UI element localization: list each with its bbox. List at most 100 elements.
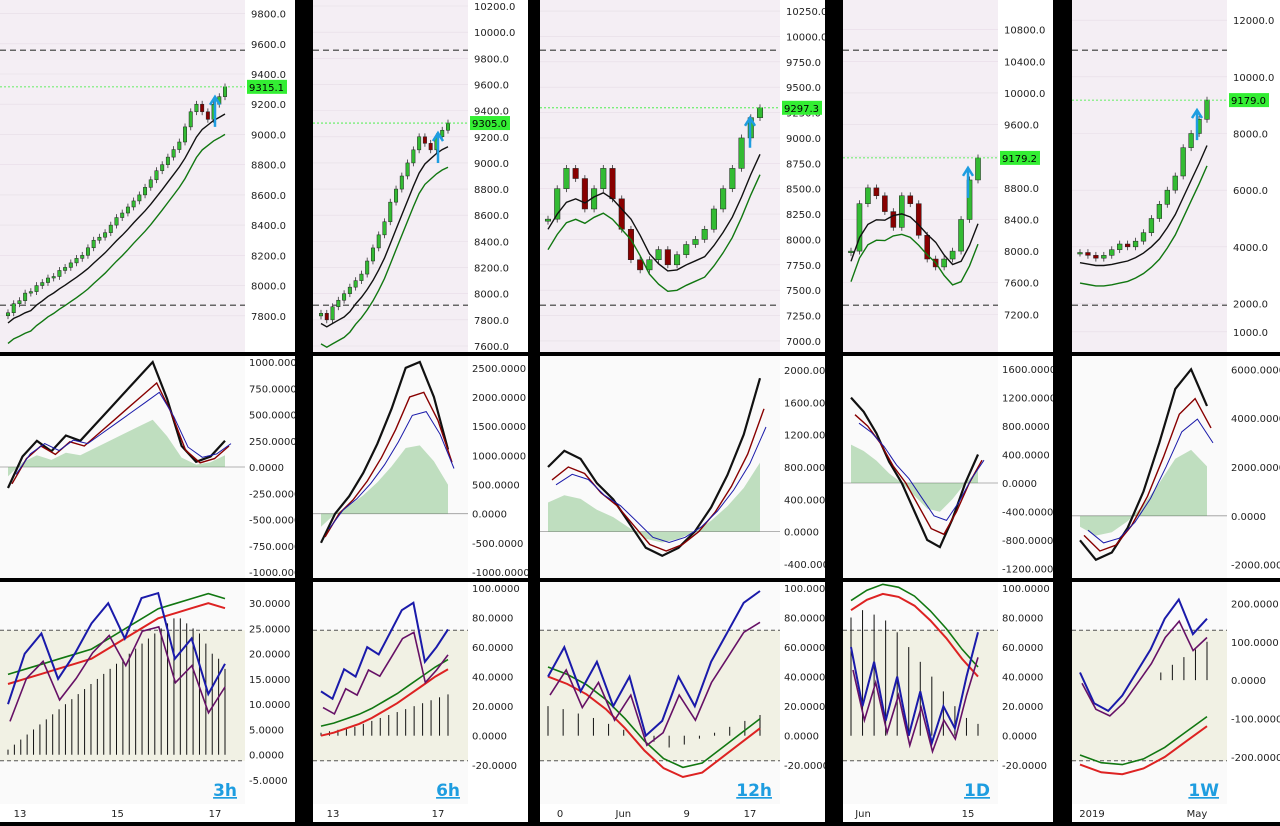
rsi-tick-label: -20.0000 [472, 761, 517, 772]
rsi-tick-label: 10.0000 [249, 700, 290, 711]
candle-body [91, 239, 96, 249]
oscillator-tick-label: 800.0000 [1002, 422, 1050, 433]
annotation-arrow-icon [1190, 107, 1204, 141]
price-tick-label: 8200.0 [251, 251, 286, 262]
rsi-tick-label: 15.0000 [249, 675, 290, 686]
oscillator-main-line [1079, 367, 1209, 562]
candle-body [330, 306, 335, 321]
oscillator-tick-label: -250.0000 [249, 489, 295, 500]
rsi-purple-line [1081, 619, 1208, 717]
candle-body [865, 187, 871, 204]
price-tick-label: 1000.0 [1233, 328, 1268, 339]
candle-body [701, 229, 708, 240]
candle-body [6, 312, 10, 317]
rsi-blue-line [850, 632, 979, 747]
candle-body [1148, 218, 1155, 233]
candle-body [97, 236, 102, 241]
rsi-blue-line [320, 601, 449, 701]
rsi-red-line [1079, 725, 1208, 776]
price-tick-label: 9400.0 [474, 107, 509, 118]
oscillator-tick-label: -1000.0000 [472, 568, 528, 579]
current-price-badge [247, 79, 287, 94]
candle-body [1132, 240, 1139, 248]
candle-body [1077, 252, 1083, 255]
rsi-tick-label: -100.0000 [1231, 715, 1280, 726]
oscillator-tick-label: 2500.0000 [472, 364, 526, 375]
candle-body [646, 259, 653, 271]
candle-body [411, 149, 416, 164]
current-price-label: 9297.3 [784, 104, 819, 115]
oscillator-main-line [320, 360, 450, 544]
oscillator-tick-label: 1200.0000 [784, 431, 825, 442]
oscillator-signal-line [11, 381, 230, 485]
price-tick-label: 9000.0 [474, 159, 509, 170]
candle-body [200, 103, 205, 113]
oscillator-tick-label: -750.0000 [249, 542, 295, 553]
rsi-blue-line [7, 591, 226, 705]
x-axis-strip [843, 804, 1053, 822]
candle-body [572, 168, 579, 179]
candle-body [23, 292, 28, 301]
candle-body [1172, 175, 1178, 191]
price-tick-label: 8750.0 [786, 159, 821, 170]
candle-body [554, 188, 561, 220]
candle-body [188, 111, 193, 128]
current-price-badge [470, 116, 510, 131]
candle-body [165, 156, 170, 165]
x-tick-label: 9 [683, 809, 689, 820]
candle-body [194, 103, 199, 113]
pane-separator [0, 578, 295, 582]
candle-body [637, 259, 644, 271]
price-tick-label: 7000.0 [786, 337, 821, 348]
price-tick-label: 9800.0 [474, 54, 509, 65]
rsi-tick-label: 0.0000 [249, 751, 284, 762]
annotation-arrow-icon [961, 165, 975, 198]
pane-separator [843, 578, 1053, 582]
pane-separator [313, 352, 528, 356]
oscillator-area [8, 419, 225, 477]
x-tick-label: 15 [111, 809, 124, 820]
oscillator-slow-line [1087, 418, 1214, 544]
price-tick-label: 8000.0 [474, 290, 509, 301]
candle-body [1180, 147, 1186, 177]
candle-body [618, 198, 625, 230]
rsi-green-line [547, 666, 761, 769]
x-axis-strip [540, 804, 825, 822]
price-tick-label: 8000.0 [1233, 130, 1268, 141]
rsi-tick-label: -5.0000 [249, 776, 288, 787]
candle-body [17, 300, 22, 304]
price-tick-label: 8600.0 [251, 191, 286, 202]
rsi-tick-label: 80.0000 [784, 614, 825, 625]
oscillator-tick-label: 800.0000 [784, 463, 825, 474]
rsi-tick-label: 100.0000 [1231, 638, 1279, 649]
rsi-red-line [7, 602, 226, 685]
candle-body [756, 107, 764, 118]
lower-envelope-line [7, 133, 226, 344]
timeframe-label: 12h [736, 781, 772, 801]
price-tick-label: 10000.0 [1004, 89, 1045, 100]
price-tick-label: 7500.0 [786, 286, 821, 297]
candle-body [183, 126, 187, 143]
rsi-green-line [850, 583, 979, 668]
rsi-tick-label: 80.0000 [1002, 614, 1043, 625]
candle-body [1124, 243, 1131, 248]
rsi-blue-line [547, 590, 761, 738]
lower-envelope-line [850, 233, 979, 286]
x-tick-label: 2019 [1079, 809, 1104, 820]
candle-body [873, 187, 880, 197]
oscillator-tick-label: -800.0000 [1002, 536, 1053, 547]
price-tick-label: 9750.0 [786, 58, 821, 69]
oscillator-tick-label: 2000.0000 [784, 366, 825, 377]
rsi-tick-label: 20.0000 [249, 650, 290, 661]
price-pane [313, 0, 468, 352]
rsi-tick-label: 200.0000 [1231, 599, 1279, 610]
candle-body [382, 221, 387, 236]
price-tick-label: 7800.0 [251, 312, 286, 323]
price-tick-label: 10000.0 [786, 32, 825, 43]
oscillator-tick-label: -2000.0000 [1231, 561, 1280, 572]
candle-body [664, 249, 671, 266]
candle-body [683, 244, 690, 255]
candle-body [941, 258, 947, 268]
price-tick-label: 10000.0 [1233, 73, 1274, 84]
candle-body [131, 200, 136, 208]
